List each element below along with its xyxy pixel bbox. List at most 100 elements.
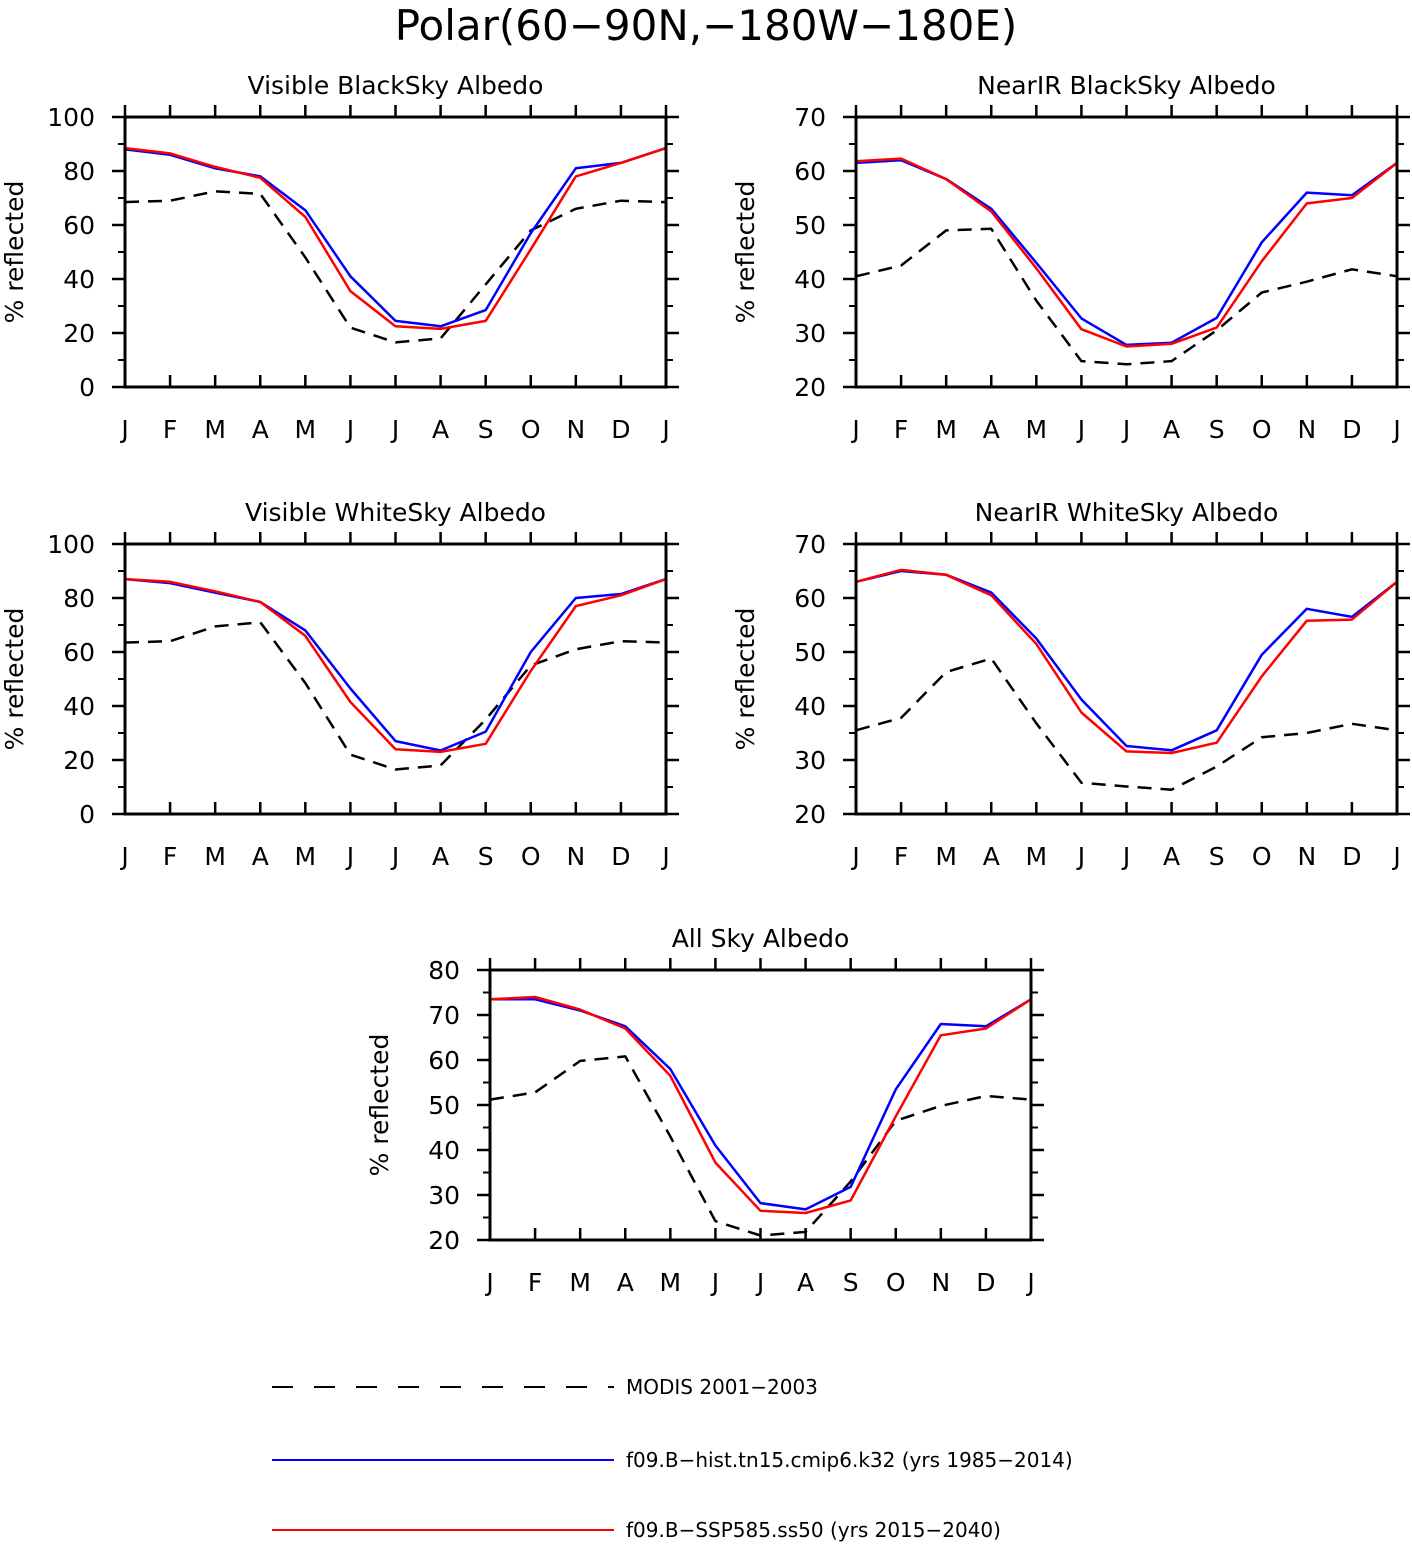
legend-label: f09.B−SSP585.ss50 (yrs 2015−2040) bbox=[626, 1518, 1001, 1542]
y-axis-label: % reflected bbox=[0, 608, 29, 751]
x-tick-label: S bbox=[843, 1268, 859, 1297]
x-tick-label: O bbox=[521, 415, 541, 444]
series-line bbox=[855, 568, 1398, 755]
y-tick-label: 20 bbox=[63, 319, 95, 348]
x-tick-label: F bbox=[894, 415, 908, 444]
x-tick-label: J bbox=[1076, 842, 1085, 871]
x-tick-label: A bbox=[432, 842, 449, 871]
x-tick-label: J bbox=[1391, 415, 1400, 444]
y-tick-label: 30 bbox=[794, 746, 826, 775]
x-tick-label: M bbox=[935, 842, 957, 871]
panel-title: Visible WhiteSky Albedo bbox=[245, 498, 546, 527]
y-tick-label: 40 bbox=[794, 692, 826, 721]
x-tick-label: A bbox=[983, 842, 1000, 871]
y-tick-label: 40 bbox=[428, 1136, 460, 1165]
x-tick-label: J bbox=[660, 842, 669, 871]
y-tick-label: 80 bbox=[63, 157, 95, 186]
x-tick-label: S bbox=[1209, 842, 1225, 871]
series-line bbox=[124, 621, 667, 771]
y-tick-label: 60 bbox=[794, 157, 826, 186]
x-tick-label: O bbox=[1252, 415, 1272, 444]
x-tick-label: J bbox=[1025, 1268, 1034, 1297]
y-tick-label: 60 bbox=[63, 638, 95, 667]
x-tick-label: M bbox=[204, 415, 226, 444]
x-tick-label: M bbox=[295, 415, 317, 444]
x-tick-label: O bbox=[1252, 842, 1272, 871]
legend-label: MODIS 2001−2003 bbox=[626, 1375, 818, 1399]
y-tick-label: 60 bbox=[794, 584, 826, 613]
y-tick-label: 60 bbox=[63, 211, 95, 240]
x-tick-label: J bbox=[755, 1268, 764, 1297]
x-tick-label: J bbox=[345, 415, 354, 444]
x-tick-label: J bbox=[484, 1268, 493, 1297]
series-line bbox=[489, 995, 1032, 1215]
y-tick-label: 50 bbox=[428, 1091, 460, 1120]
x-tick-label: F bbox=[894, 842, 908, 871]
x-tick-label: M bbox=[1026, 415, 1048, 444]
x-tick-label: N bbox=[1297, 842, 1316, 871]
series-line bbox=[855, 657, 1398, 791]
x-tick-label: M bbox=[660, 1268, 682, 1297]
series-line bbox=[855, 157, 1398, 348]
x-tick-label: S bbox=[478, 842, 494, 871]
x-tick-label: A bbox=[1163, 415, 1180, 444]
y-tick-label: 40 bbox=[63, 265, 95, 294]
panel-title: NearIR BlackSky Albedo bbox=[977, 71, 1276, 100]
x-tick-label: N bbox=[566, 415, 585, 444]
series-line bbox=[124, 146, 667, 328]
x-tick-label: O bbox=[521, 842, 541, 871]
x-tick-label: D bbox=[611, 842, 630, 871]
x-tick-label: S bbox=[1209, 415, 1225, 444]
y-tick-label: 30 bbox=[428, 1181, 460, 1210]
y-tick-label: 60 bbox=[428, 1046, 460, 1075]
y-tick-label: 50 bbox=[794, 638, 826, 667]
y-tick-label: 20 bbox=[794, 373, 826, 402]
x-tick-label: N bbox=[1297, 415, 1316, 444]
plot-frame bbox=[854, 115, 1399, 389]
y-tick-label: 50 bbox=[794, 211, 826, 240]
series-line bbox=[855, 158, 1398, 347]
x-tick-label: J bbox=[660, 415, 669, 444]
series-line bbox=[855, 569, 1398, 752]
x-tick-label: N bbox=[566, 842, 585, 871]
y-tick-label: 20 bbox=[428, 1226, 460, 1255]
series-line bbox=[124, 577, 667, 752]
x-tick-label: J bbox=[1121, 415, 1130, 444]
y-tick-label: 80 bbox=[428, 956, 460, 985]
series-line bbox=[124, 190, 667, 344]
x-tick-label: F bbox=[528, 1268, 542, 1297]
x-tick-label: D bbox=[976, 1268, 995, 1297]
y-axis-label: % reflected bbox=[731, 608, 760, 751]
x-tick-label: A bbox=[252, 842, 269, 871]
plot-frame bbox=[123, 542, 668, 816]
x-tick-label: J bbox=[710, 1268, 719, 1297]
y-tick-label: 30 bbox=[794, 319, 826, 348]
plot-frame bbox=[123, 115, 668, 389]
x-tick-label: M bbox=[1026, 842, 1048, 871]
plot-frame bbox=[854, 542, 1399, 816]
x-tick-label: M bbox=[204, 842, 226, 871]
x-tick-label: A bbox=[617, 1268, 634, 1297]
y-tick-label: 70 bbox=[428, 1001, 460, 1030]
x-tick-label: A bbox=[252, 415, 269, 444]
legend: MODIS 2001−2003 f09.B−hist.tn15.cmip6.k32… bbox=[272, 1375, 1073, 1542]
x-tick-label: J bbox=[850, 842, 859, 871]
panel-title: Visible BlackSky Albedo bbox=[248, 71, 544, 100]
y-tick-label: 40 bbox=[63, 692, 95, 721]
x-tick-label: A bbox=[983, 415, 1000, 444]
x-tick-label: D bbox=[1342, 415, 1361, 444]
y-tick-label: 0 bbox=[79, 373, 95, 402]
x-tick-label: N bbox=[931, 1268, 950, 1297]
x-tick-label: J bbox=[1076, 415, 1085, 444]
x-tick-label: D bbox=[1342, 842, 1361, 871]
y-tick-label: 40 bbox=[794, 265, 826, 294]
y-tick-label: 100 bbox=[47, 103, 95, 132]
series-line bbox=[855, 227, 1398, 366]
x-tick-label: F bbox=[163, 415, 177, 444]
